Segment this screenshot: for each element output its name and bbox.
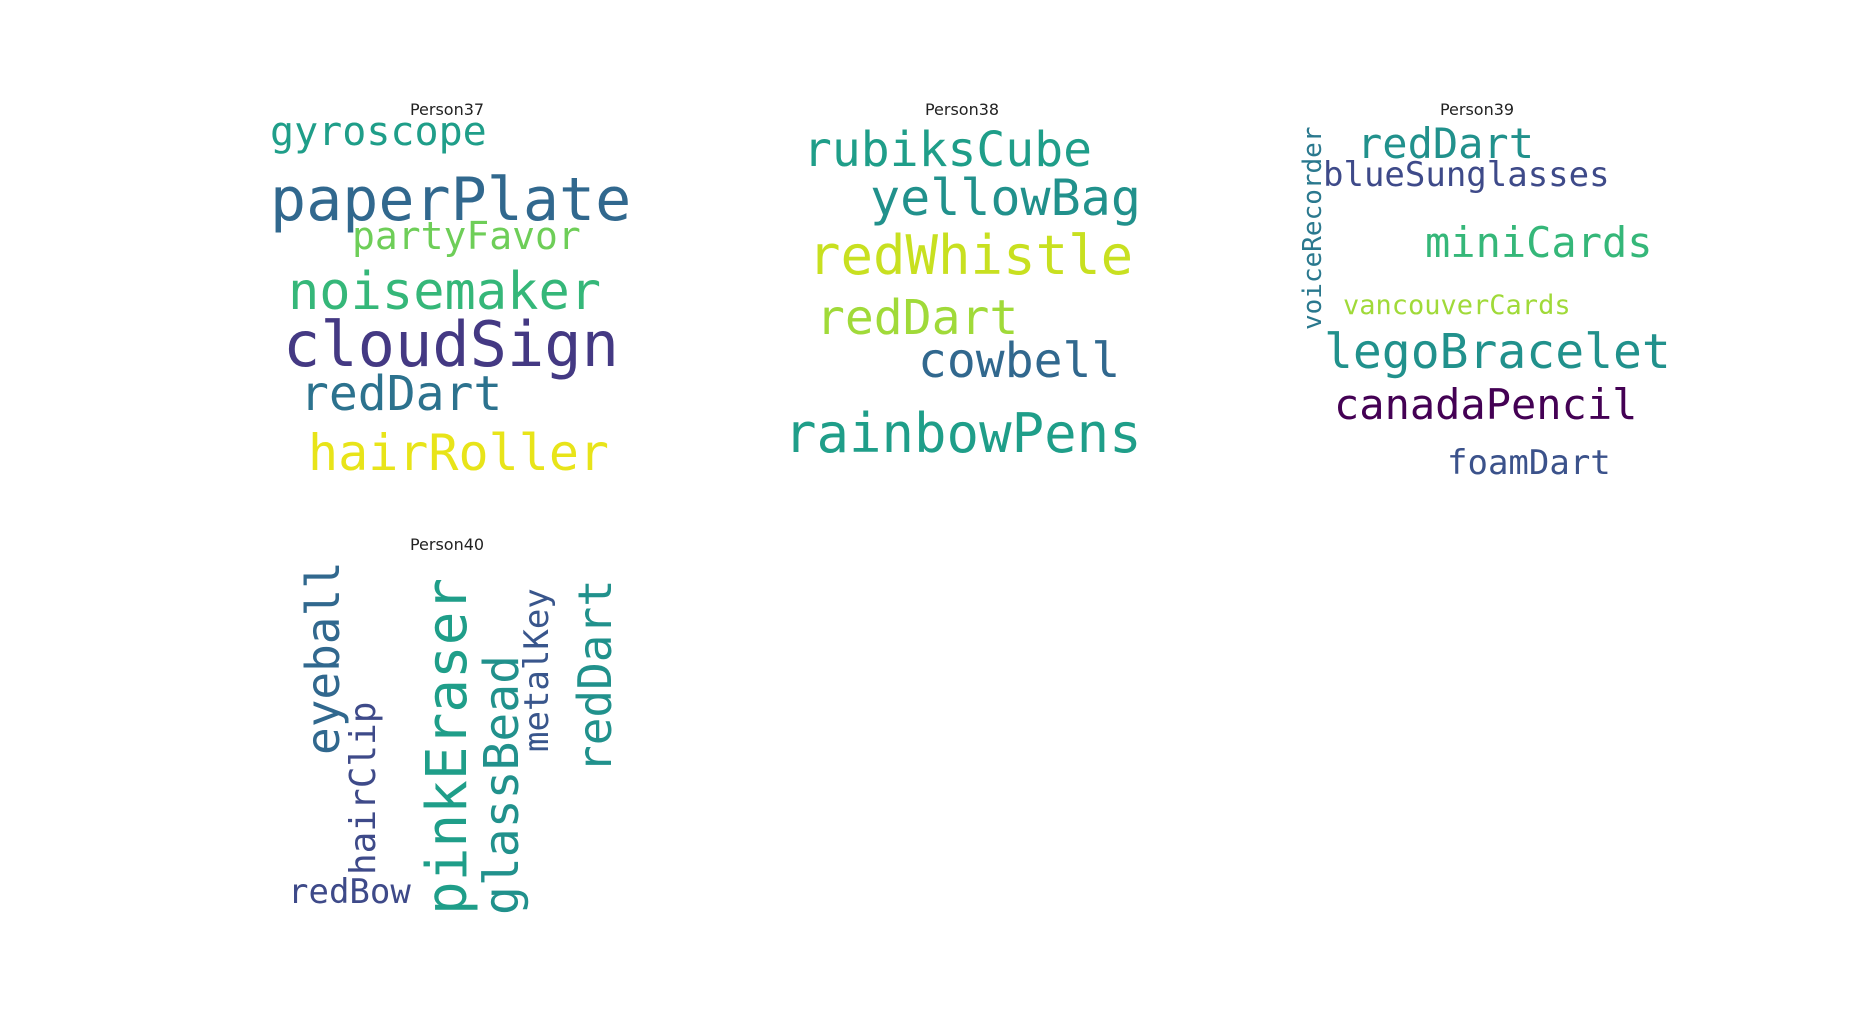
word-reddart: redDart xyxy=(568,579,622,773)
word-vancouvercards: vancouverCards xyxy=(1343,290,1571,321)
word-voicerecorder: voiceRecorder xyxy=(1298,126,1328,331)
word-pinkeraser: pinkEraser xyxy=(415,577,480,915)
panel-title: Person40 xyxy=(409,535,485,554)
word-partyfavor: partyFavor xyxy=(352,214,581,258)
word-bluesunglasses: blueSunglasses xyxy=(1323,155,1610,195)
word-hairclip: hairClip xyxy=(343,701,384,875)
panel-title: Person37 xyxy=(409,100,485,119)
word-yellowbag: yellowBag xyxy=(870,169,1141,227)
word-noisemaker: noisemaker xyxy=(288,262,602,322)
panel-title: Person39 xyxy=(1439,100,1515,119)
word-paperplate: paperPlate xyxy=(270,165,632,235)
word-reddart: redDart xyxy=(1357,119,1535,168)
panel-title: Person38 xyxy=(924,100,1000,119)
word-hairroller: hairRoller xyxy=(308,424,610,482)
word-reddart: redDart xyxy=(816,290,1019,346)
word-gyroscope: gyroscope xyxy=(270,109,487,155)
word-legobracelet: legoBracelet xyxy=(1324,324,1671,380)
word-metalkey: metalKey xyxy=(517,588,557,752)
word-eyeball: eyeball xyxy=(296,561,350,755)
word-redbow: redBow xyxy=(288,872,411,912)
word-cloudsign: cloudSign xyxy=(283,308,619,381)
word-reddart: redDart xyxy=(300,366,503,422)
word-redwhistle: redWhistle xyxy=(808,224,1134,287)
word-rainbowpens: rainbowPens xyxy=(784,402,1142,465)
word-minicards: miniCards xyxy=(1425,218,1653,267)
word-cowbell: cowbell xyxy=(918,333,1121,389)
word-foamdart: foamDart xyxy=(1447,443,1611,483)
word-canadapencil: canadaPencil xyxy=(1334,380,1638,429)
word-rubikscube: rubiksCube xyxy=(803,122,1092,178)
